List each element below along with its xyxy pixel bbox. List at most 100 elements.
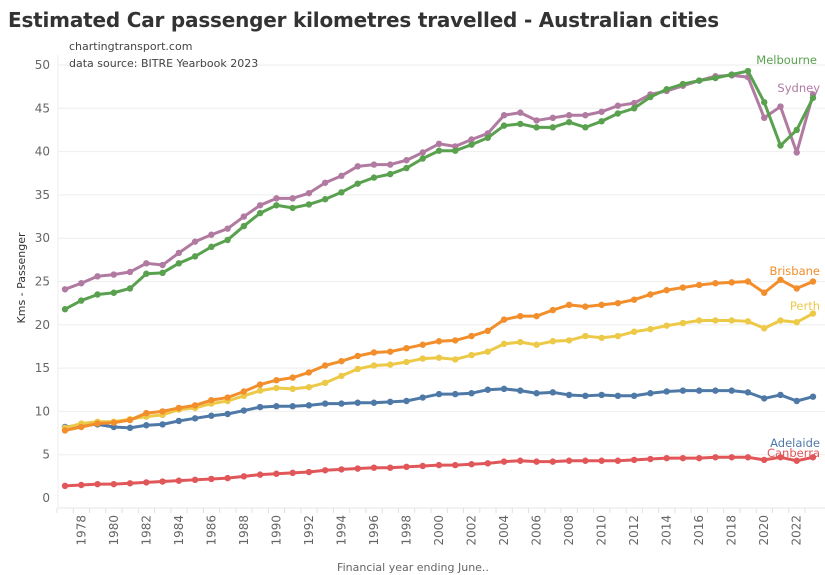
data-point-canberra[interactable] bbox=[321, 467, 329, 474]
data-point-brisbane[interactable] bbox=[712, 280, 719, 287]
data-point-adelaide[interactable] bbox=[224, 410, 231, 418]
data-point-canberra[interactable] bbox=[533, 458, 540, 465]
data-point-perth[interactable] bbox=[435, 354, 443, 361]
data-point-canberra[interactable] bbox=[256, 471, 264, 478]
data-point-melbourne[interactable] bbox=[240, 222, 248, 230]
data-point-sydney[interactable] bbox=[761, 114, 768, 122]
data-point-sydney[interactable] bbox=[305, 189, 313, 197]
data-point-brisbane[interactable] bbox=[126, 416, 134, 424]
data-point-canberra[interactable] bbox=[191, 476, 199, 484]
data-point-sydney[interactable] bbox=[533, 117, 540, 124]
data-point-sydney[interactable] bbox=[126, 268, 134, 276]
data-point-melbourne[interactable] bbox=[321, 196, 329, 203]
data-point-melbourne[interactable] bbox=[387, 170, 394, 178]
data-point-sydney[interactable] bbox=[208, 231, 215, 238]
data-point-melbourne[interactable] bbox=[582, 124, 589, 131]
data-point-sydney[interactable] bbox=[289, 195, 296, 202]
data-point-canberra[interactable] bbox=[175, 477, 183, 484]
data-point-melbourne[interactable] bbox=[435, 147, 443, 154]
data-point-canberra[interactable] bbox=[744, 454, 752, 461]
data-point-canberra[interactable] bbox=[549, 458, 557, 465]
data-point-brisbane[interactable] bbox=[208, 396, 215, 404]
data-point-melbourne[interactable] bbox=[110, 289, 117, 296]
data-point-canberra[interactable] bbox=[240, 473, 248, 480]
data-point-adelaide[interactable] bbox=[533, 390, 540, 397]
data-point-perth[interactable] bbox=[419, 355, 426, 362]
data-point-sydney[interactable] bbox=[387, 161, 394, 168]
data-point-adelaide[interactable] bbox=[403, 397, 410, 405]
data-point-melbourne[interactable] bbox=[761, 99, 768, 106]
data-point-adelaide[interactable] bbox=[777, 391, 784, 399]
data-point-perth[interactable] bbox=[500, 340, 508, 348]
data-point-perth[interactable] bbox=[387, 361, 394, 368]
data-point-perth[interactable] bbox=[256, 387, 264, 394]
data-point-sydney[interactable] bbox=[354, 163, 361, 170]
data-point-perth[interactable] bbox=[484, 348, 491, 355]
data-point-canberra[interactable] bbox=[126, 480, 134, 487]
data-point-brisbane[interactable] bbox=[387, 348, 394, 355]
data-point-sydney[interactable] bbox=[78, 280, 85, 287]
data-point-brisbane[interactable] bbox=[761, 289, 768, 296]
data-point-adelaide[interactable] bbox=[614, 392, 622, 400]
data-point-sydney[interactable] bbox=[614, 102, 622, 109]
data-point-melbourne[interactable] bbox=[175, 260, 183, 267]
data-point-adelaide[interactable] bbox=[419, 394, 426, 401]
data-point-sydney[interactable] bbox=[419, 149, 426, 156]
data-point-brisbane[interactable] bbox=[370, 349, 378, 356]
data-point-canberra[interactable] bbox=[630, 456, 638, 464]
data-point-brisbane[interactable] bbox=[256, 381, 264, 388]
data-point-brisbane[interactable] bbox=[468, 332, 475, 340]
data-point-sydney[interactable] bbox=[338, 172, 345, 180]
data-point-perth[interactable] bbox=[695, 317, 703, 324]
data-point-brisbane[interactable] bbox=[793, 285, 800, 292]
data-point-adelaide[interactable] bbox=[468, 390, 475, 397]
data-point-sydney[interactable] bbox=[435, 140, 443, 148]
data-point-melbourne[interactable] bbox=[663, 86, 670, 93]
data-point-brisbane[interactable] bbox=[321, 362, 329, 369]
data-point-canberra[interactable] bbox=[224, 474, 231, 482]
data-point-melbourne[interactable] bbox=[273, 202, 280, 209]
data-point-brisbane[interactable] bbox=[565, 301, 573, 309]
data-point-brisbane[interactable] bbox=[354, 352, 361, 360]
data-point-canberra[interactable] bbox=[289, 469, 296, 477]
data-point-melbourne[interactable] bbox=[744, 67, 752, 75]
data-point-canberra[interactable] bbox=[582, 457, 589, 464]
data-point-adelaide[interactable] bbox=[793, 397, 800, 405]
data-point-canberra[interactable] bbox=[354, 465, 361, 472]
data-point-melbourne[interactable] bbox=[159, 269, 166, 277]
data-point-brisbane[interactable] bbox=[273, 377, 280, 384]
data-point-adelaide[interactable] bbox=[387, 398, 394, 406]
data-point-brisbane[interactable] bbox=[159, 408, 166, 415]
data-point-melbourne[interactable] bbox=[565, 118, 573, 126]
data-point-sydney[interactable] bbox=[468, 136, 475, 143]
data-point-canberra[interactable] bbox=[598, 457, 605, 464]
data-point-adelaide[interactable] bbox=[159, 421, 166, 428]
data-point-perth[interactable] bbox=[370, 362, 378, 369]
data-point-melbourne[interactable] bbox=[630, 105, 638, 112]
data-point-adelaide[interactable] bbox=[712, 387, 719, 394]
data-point-perth[interactable] bbox=[273, 384, 280, 392]
data-point-perth[interactable] bbox=[517, 338, 524, 346]
data-point-sydney[interactable] bbox=[240, 213, 248, 220]
data-point-melbourne[interactable] bbox=[614, 110, 622, 117]
data-point-brisbane[interactable] bbox=[224, 394, 231, 401]
data-point-melbourne[interactable] bbox=[793, 126, 800, 134]
data-point-melbourne[interactable] bbox=[94, 291, 101, 298]
data-point-perth[interactable] bbox=[712, 317, 719, 324]
data-point-brisbane[interactable] bbox=[143, 409, 150, 417]
data-point-adelaide[interactable] bbox=[500, 385, 508, 393]
data-point-adelaide[interactable] bbox=[321, 400, 329, 407]
data-point-sydney[interactable] bbox=[175, 249, 183, 257]
data-point-sydney[interactable] bbox=[191, 238, 199, 245]
data-point-adelaide[interactable] bbox=[744, 389, 752, 396]
data-point-perth[interactable] bbox=[354, 365, 361, 373]
data-point-canberra[interactable] bbox=[517, 457, 524, 464]
data-point-brisbane[interactable] bbox=[61, 427, 69, 434]
data-point-melbourne[interactable] bbox=[468, 141, 475, 148]
data-point-melbourne[interactable] bbox=[370, 174, 378, 181]
data-point-sydney[interactable] bbox=[565, 112, 573, 119]
data-point-melbourne[interactable] bbox=[452, 147, 459, 154]
data-point-melbourne[interactable] bbox=[289, 204, 296, 212]
data-point-adelaide[interactable] bbox=[484, 386, 491, 393]
data-point-canberra[interactable] bbox=[484, 460, 491, 467]
